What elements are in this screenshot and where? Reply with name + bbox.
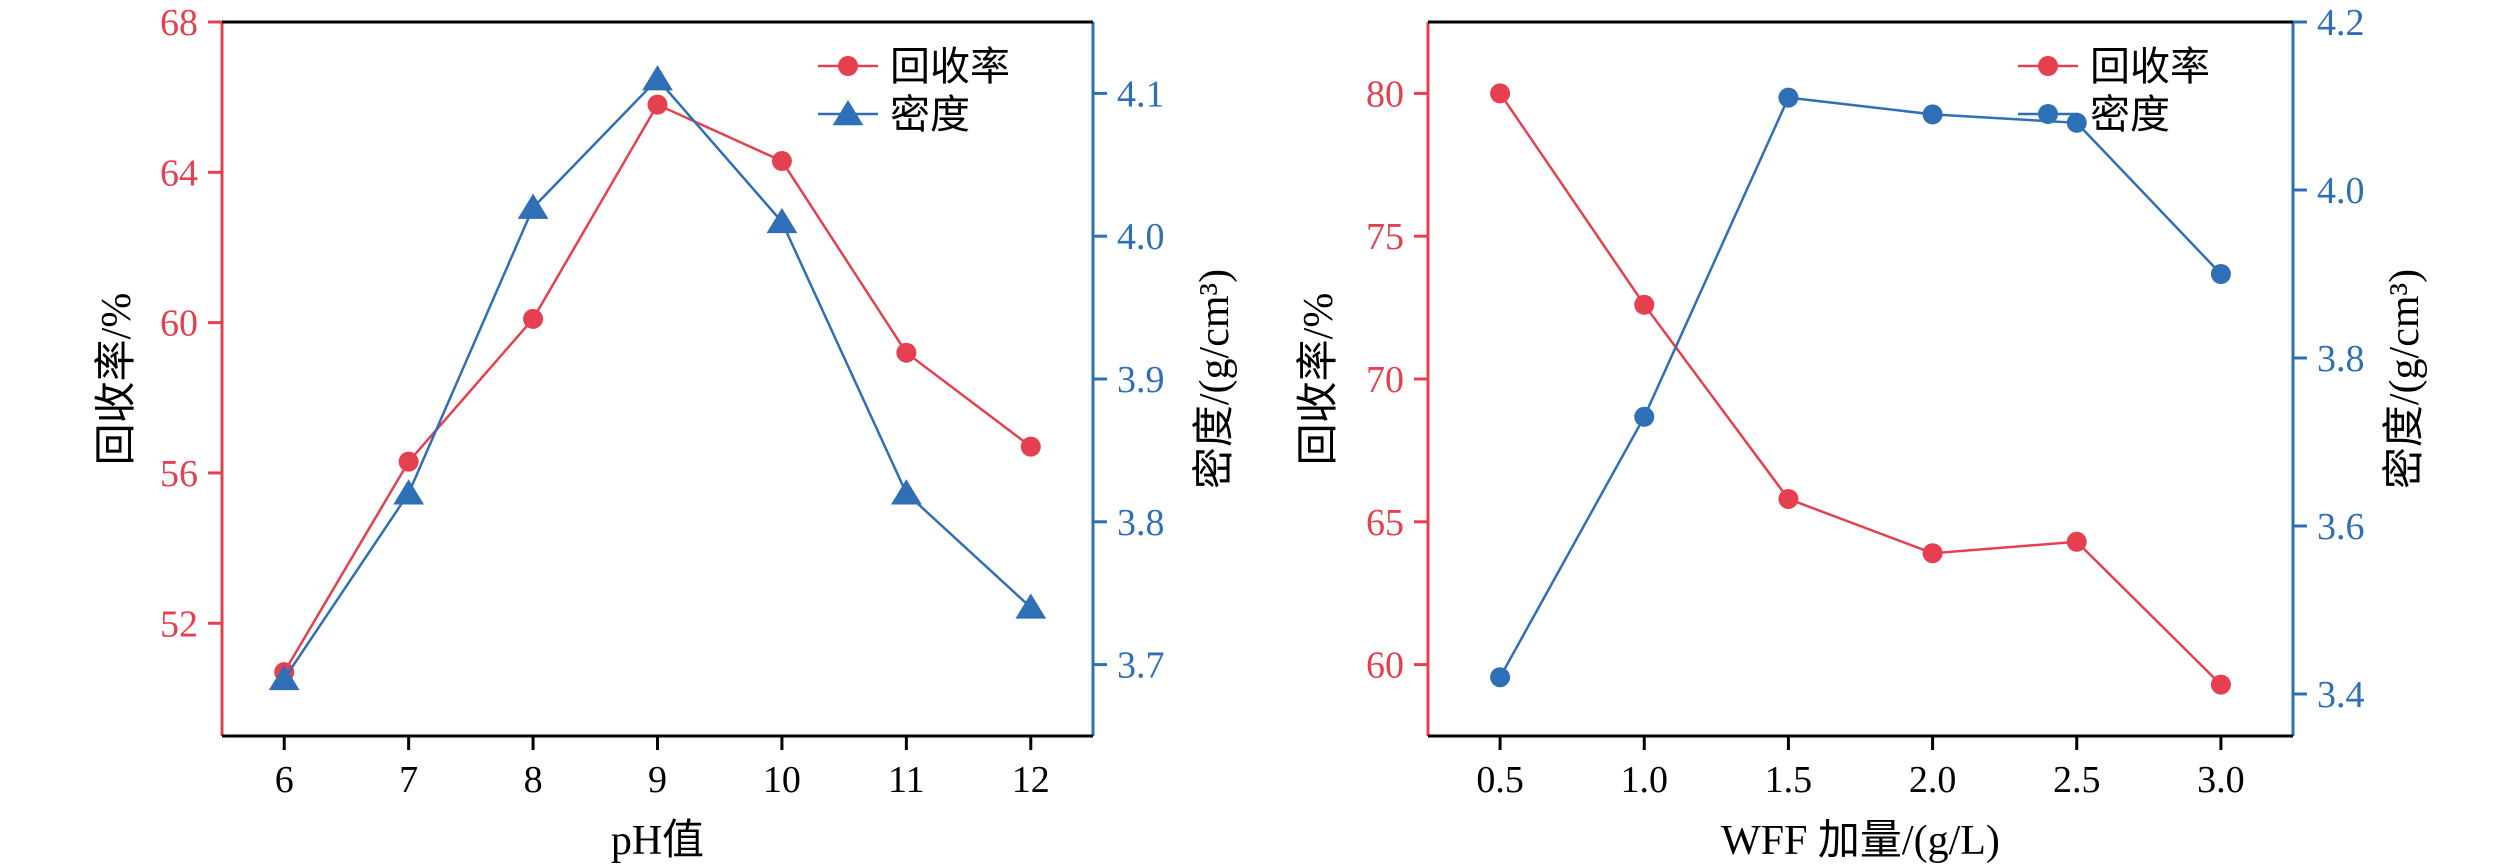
legend-label: 回收率 [2090,44,2210,89]
data-point [1634,294,1655,315]
right-y-tick-label: 4.0 [2317,170,2365,212]
data-point [771,151,792,172]
left-y-tick-label: 68 [160,2,198,44]
right-y-tick-label: 3.6 [2317,506,2365,548]
chart-panel-2: 0.5 1.0 1.5 2.0 2.5 3.0 60 65 70 75 80 3.4 3.6 3.8 4.0… [1295,2,2428,864]
data-point [1490,667,1511,688]
legend-label: 密度 [890,92,970,137]
data-point [1778,488,1799,509]
left-y-tick-label: 70 [1366,359,1404,401]
data-point [268,664,300,691]
x-tick-label: 1.0 [1621,759,1669,801]
left-y-tick-label: 52 [160,603,198,645]
left-y-axis-label: 回收率/% [1295,293,1342,466]
x-tick-label: 1.5 [1765,759,1813,801]
x-tick-label: 8 [524,759,543,801]
legend-item: 回收率 [818,44,1010,89]
series-recovery [274,94,1041,683]
left-y-tick-label: 75 [1366,216,1404,258]
data-point [2210,264,2231,284]
x-tick-label: 12 [1012,759,1050,801]
x-tick-label: 9 [648,759,667,801]
series-line [283,77,1032,680]
right-y-axis-label: 密度/(g/cm³) [1191,269,1238,489]
data-point [647,94,668,115]
legend-marker [832,100,864,126]
x-tick-label: 6 [275,759,294,801]
left-y-tick-label: 80 [1366,73,1404,115]
series-density [1490,87,2231,688]
data-point [896,342,917,363]
x-tick-label: 2.0 [1909,759,1957,801]
x-tick-label: 7 [399,759,418,801]
left-y-tick-label: 60 [160,303,198,345]
x-tick-label: 11 [888,759,925,801]
x-tick-label: 0.5 [1476,759,1524,801]
data-point [1922,104,1943,125]
data-point [642,65,673,91]
legend-marker [2038,104,2058,124]
x-axis-label: pH值 [611,818,704,864]
data-point [517,193,549,219]
data-point [1922,543,1943,564]
x-tick-label: 10 [763,759,801,801]
right-y-tick-label: 3.9 [1117,359,1165,401]
right-y-tick-label: 4.1 [1117,73,1165,115]
series-recovery [1490,83,2231,695]
right-y-tick-label: 3.8 [2317,338,2365,380]
left-y-tick-label: 64 [160,152,198,194]
legend-marker [838,56,858,76]
right-y-axis-label: 密度/(g/cm³) [2381,269,2428,489]
data-point [1778,87,1799,108]
chart-panel-1: 6 7 8 9 10 11 12 52 56 60 64 68 3.7 3.8 3.9 4.0 4.1 pH值 回收… [93,2,1238,864]
data-point [2066,112,2087,133]
legend-item: 回收率 [2018,44,2210,89]
right-y-tick-label: 3.8 [1117,502,1165,544]
data-point [1020,436,1041,457]
data-point [393,479,425,505]
data-point [1490,83,1511,104]
data-point [2066,531,2087,552]
series-density [268,65,1047,691]
left-y-tick-label: 65 [1366,502,1404,544]
legend-marker [2038,56,2058,76]
data-point [890,479,922,505]
left-y-axis-label: 回收率/% [93,293,140,466]
data-point [1015,593,1047,619]
x-tick-label: 2.5 [2053,759,2101,801]
data-point [1634,406,1655,427]
legend-item: 密度 [818,92,970,137]
right-y-tick-label: 3.4 [2317,674,2365,716]
x-axis-label: WFF 加量/(g/L) [1721,818,2000,864]
left-y-tick-label: 60 [1366,645,1404,687]
series-line [1499,92,2222,686]
right-y-tick-label: 3.7 [1117,645,1165,687]
x-tick-label: 3.0 [2197,759,2245,801]
series-line [1498,96,2222,678]
data-point [766,207,798,234]
data-point [2210,674,2231,695]
data-point [523,308,544,329]
legend-item: 密度 [2018,92,2170,137]
legend-label: 回收率 [890,44,1010,89]
legend-label: 密度 [2090,92,2170,137]
right-y-tick-label: 4.2 [2317,2,2365,44]
series-line [283,103,1032,673]
right-y-tick-label: 4.0 [1117,216,1165,258]
left-y-tick-label: 56 [160,453,198,495]
data-point [398,451,419,472]
